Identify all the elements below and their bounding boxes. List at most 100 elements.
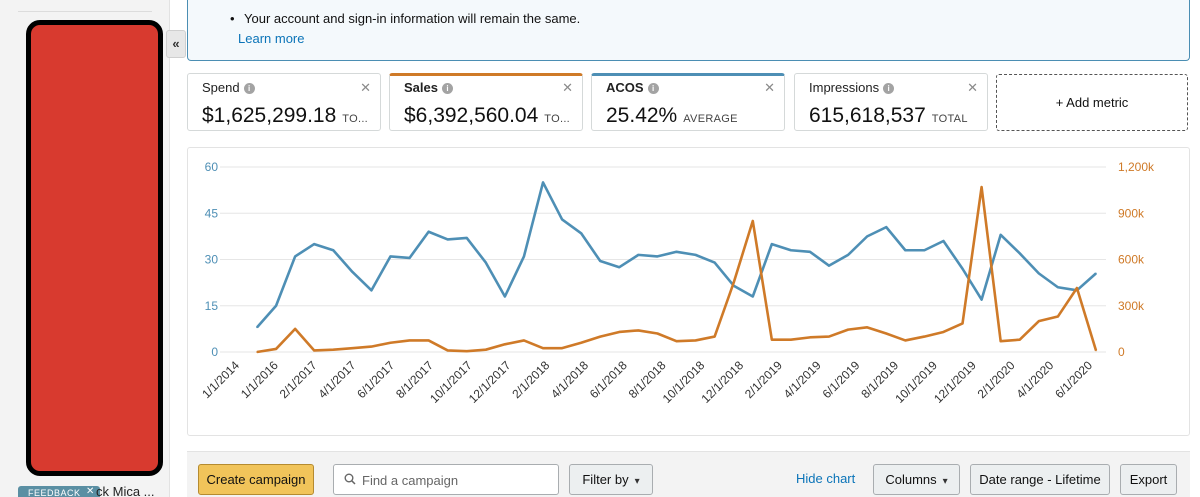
filter-by-dropdown[interactable]: Filter by ▾	[569, 464, 653, 495]
x-tick-label: 6/1/2020	[1052, 358, 1095, 401]
learn-more-link[interactable]: Learn more	[238, 31, 305, 46]
data-point	[999, 340, 1002, 343]
x-tick-label: 12/1/2018	[699, 358, 747, 406]
feedback-close-icon[interactable]: ✕	[86, 486, 95, 497]
date-range-button[interactable]: Date range - Lifetime	[970, 464, 1110, 495]
data-point	[866, 326, 868, 329]
data-point	[904, 249, 907, 252]
data-point	[1037, 272, 1040, 275]
data-point	[542, 181, 544, 184]
data-point	[313, 349, 316, 352]
remove-metric-icon[interactable]: ✕	[967, 80, 978, 95]
metric-suffix: TOTAL	[931, 113, 968, 125]
y-right-tick-label: 900k	[1118, 206, 1145, 220]
chart-svg: 0 15 30 45 60 0 300k 600k 900k 1,200k 1/1/20141/1/…	[199, 160, 1155, 406]
data-point	[961, 267, 964, 270]
redacted-block	[26, 20, 163, 476]
data-point	[637, 254, 640, 256]
sidebar-campaign-item[interactable]: ck Mica ...	[96, 484, 155, 497]
export-button[interactable]: Export	[1120, 464, 1177, 495]
data-point	[370, 345, 373, 348]
columns-dropdown[interactable]: Columns ▾	[873, 464, 960, 495]
metric-card-sales[interactable]: Sales i ✕ $6,392,560.04 TO...	[389, 73, 583, 131]
data-point	[275, 348, 277, 350]
data-point	[1037, 320, 1040, 322]
data-point	[561, 347, 563, 349]
data-point	[961, 322, 964, 325]
data-point	[294, 328, 296, 330]
data-point	[599, 260, 602, 262]
columns-label: Columns	[885, 472, 937, 487]
search-input[interactable]	[362, 470, 552, 490]
x-tick-label: 12/1/2017	[466, 358, 514, 406]
y-left-tick-label: 30	[205, 253, 219, 267]
left-panel: FEEDBACK ✕ ck Mica ...	[0, 0, 170, 497]
data-point	[866, 235, 868, 238]
x-tick-label: 1/1/2016	[238, 358, 281, 401]
x-tick-label: 6/1/2018	[587, 358, 630, 401]
data-point	[618, 331, 621, 333]
search-icon	[344, 473, 356, 485]
y-left-tick-label: 60	[205, 160, 219, 174]
data-point	[408, 339, 411, 342]
data-point	[942, 240, 945, 242]
data-point	[332, 348, 335, 351]
create-campaign-button[interactable]: Create campaign	[198, 464, 314, 495]
feedback-tab[interactable]: FEEDBACK	[18, 486, 100, 497]
data-point	[713, 335, 716, 338]
metric-suffix: AVERAGE	[683, 113, 738, 125]
data-point	[351, 347, 354, 349]
data-point	[885, 226, 888, 228]
y-left-tick-label: 45	[205, 206, 219, 220]
campaign-toolbar: Create campaign Filter by ▾ Hide chart Co…	[187, 451, 1190, 497]
data-point	[847, 328, 849, 331]
remove-metric-icon[interactable]: ✕	[764, 80, 775, 95]
x-tick-label: 4/1/2019	[781, 358, 824, 401]
data-point	[256, 351, 258, 353]
info-icon[interactable]: i	[883, 83, 895, 94]
add-metric-button[interactable]: + Add metric	[996, 74, 1188, 131]
metric-card-impressions[interactable]: Impressions i ✕ 615,618,537 TOTAL	[794, 73, 988, 131]
metric-card-spend[interactable]: Spend i ✕ $1,625,299.18 TO...	[187, 73, 381, 131]
data-point	[923, 335, 926, 338]
hide-chart-link[interactable]: Hide chart	[796, 471, 856, 486]
data-point	[580, 232, 582, 235]
metric-value: 615,618,537	[809, 104, 926, 127]
metric-card-acos[interactable]: ACOS i ✕ 25.42% AVERAGE	[591, 73, 785, 131]
data-point	[847, 254, 849, 256]
info-icon[interactable]: i	[441, 83, 453, 94]
data-point	[389, 341, 392, 344]
remove-metric-icon[interactable]: ✕	[562, 80, 573, 95]
data-point	[771, 243, 773, 245]
info-icon[interactable]: i	[647, 83, 659, 94]
x-tick-label: 2/1/2019	[742, 358, 785, 401]
data-point	[561, 218, 563, 221]
collapse-sidebar-button[interactable]: «	[166, 30, 186, 58]
data-point	[656, 332, 659, 335]
data-point	[523, 339, 525, 342]
data-point	[408, 257, 411, 259]
x-tick-label: 4/1/2017	[316, 358, 359, 401]
data-point	[389, 255, 392, 258]
data-point	[275, 304, 277, 307]
data-point	[809, 250, 811, 253]
data-point	[446, 238, 449, 241]
search-box	[333, 464, 559, 495]
metric-label: ACOS	[606, 80, 644, 95]
data-point	[675, 340, 678, 343]
data-point	[999, 234, 1002, 236]
y-right-tick-label: 0	[1118, 345, 1125, 359]
x-tick-label: 2/1/2018	[509, 358, 552, 401]
data-point	[523, 255, 525, 258]
info-icon[interactable]: i	[243, 83, 255, 94]
data-point	[771, 338, 773, 341]
data-point	[294, 255, 296, 258]
x-tick-label: 1/1/2014	[199, 358, 242, 401]
data-point	[809, 336, 811, 339]
remove-metric-icon[interactable]: ✕	[360, 80, 371, 95]
info-alert: Your account and sign-in information wil…	[187, 0, 1190, 61]
metric-label: Impressions	[809, 80, 880, 95]
performance-chart: 0 15 30 45 60 0 300k 600k 900k 1,200k 1/1/2014 1/1/…	[187, 147, 1190, 436]
x-tick-label: 4/1/2020	[1013, 358, 1056, 401]
chevron-down-icon: ▾	[942, 476, 948, 487]
